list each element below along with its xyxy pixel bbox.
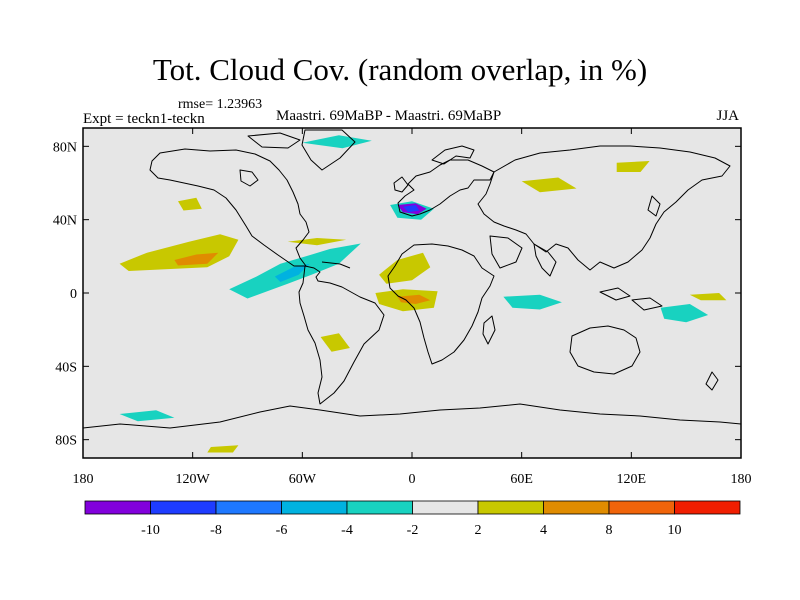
coastline-greenland — [301, 129, 356, 171]
colorbar-swatch — [608, 500, 675, 515]
colorbar-swatch — [346, 500, 413, 515]
anomaly-region-indian-ocean-negative — [503, 294, 562, 310]
colorbar-label: -4 — [341, 523, 353, 538]
coastline-north-america — [149, 148, 310, 267]
y-tick-label: 0 — [70, 287, 77, 302]
colorbar-label: -6 — [276, 523, 288, 538]
experiment-label: Expt = teckn1-teckn — [83, 111, 205, 127]
coastline-europe — [397, 159, 495, 217]
y-tick-label: 80S — [55, 434, 77, 449]
coastline-southeast-asia — [599, 287, 663, 311]
anomaly-regions — [119, 135, 727, 453]
coastline-hudson-bay — [239, 169, 259, 187]
coastline-south-america — [298, 265, 385, 405]
colorbar-label: 4 — [540, 523, 547, 538]
x-tick-label: 120E — [617, 472, 647, 487]
x-tick-label: 60E — [510, 472, 533, 487]
colorbar-label: 10 — [668, 523, 682, 538]
coastline-japan — [647, 195, 661, 217]
coastline-arctic-islands — [247, 132, 301, 149]
anomaly-region-southern-ocean-negative — [119, 410, 175, 422]
plot-title: Tot. Cloud Cov. (random overlap, in %) — [152, 52, 648, 87]
coastline-india — [533, 243, 557, 277]
anomaly-region-north-pacific-positive — [178, 197, 202, 211]
colorbar-swatch — [477, 500, 544, 515]
anomaly-region-central-pacific-core — [174, 252, 219, 266]
anomaly-region-equatorial-africa-core — [397, 294, 431, 304]
season-label: JJA — [716, 108, 739, 124]
colorbar-swatch — [543, 500, 610, 515]
anomaly-region-arctic-negative — [302, 135, 372, 149]
coastline-australia — [569, 325, 641, 375]
coastline-caribbean — [321, 261, 351, 269]
anomaly-region-tropical-atlantic-strong — [274, 263, 310, 282]
colorbar-label: -2 — [407, 523, 419, 538]
coastline-madagascar — [482, 315, 496, 345]
anomaly-region-north-atlantic-positive — [287, 238, 347, 246]
colorbar-label: -8 — [210, 523, 222, 538]
coastline-scandinavia — [431, 145, 475, 165]
y-tick-label: 40S — [55, 360, 77, 375]
rmse-label: rmse= 1.23963 — [178, 97, 263, 112]
coastline-asia — [477, 145, 731, 271]
y-tick-label: 80N — [53, 140, 77, 155]
anomaly-region-mediterranean-core — [402, 205, 420, 213]
anomaly-region-siberia-positive — [616, 161, 650, 172]
colorbar-swatch — [84, 500, 151, 515]
coastline-british-isles — [393, 176, 409, 193]
anomaly-region-east-asia-positive — [521, 177, 577, 193]
x-tick-label: 180 — [731, 472, 752, 487]
x-tick-label: 180 — [73, 472, 94, 487]
coastline-africa — [387, 243, 495, 365]
y-axis: 80N 40N 0 40S 80S — [53, 140, 741, 449]
colorbar-swatch — [215, 500, 282, 515]
coastline-arabia — [489, 235, 523, 269]
coastline-new-zealand — [705, 371, 719, 391]
y-tick-label: 40N — [53, 214, 77, 229]
coastline-antarctica — [83, 403, 741, 429]
colorbar-swatch — [281, 500, 348, 515]
x-tick-label: 0 — [409, 472, 416, 487]
colorbar: -10 -8 -6 -4 -2 2 4 8 10 — [84, 500, 741, 538]
colorbar-swatch — [674, 500, 741, 515]
coastlines — [83, 129, 741, 429]
x-tick-label: 120W — [176, 472, 211, 487]
anomaly-region-west-pacific-negative — [660, 304, 709, 323]
colorbar-swatch — [150, 500, 217, 515]
cases-label: Maastri. 69MaBP - Maastri. 69MaBP — [276, 108, 502, 124]
colorbar-label: -10 — [141, 523, 160, 538]
colorbar-label: 8 — [606, 523, 613, 538]
anomaly-region-north-africa-positive — [379, 252, 431, 284]
anomaly-region-southern-ocean-positive — [207, 445, 239, 453]
anomaly-region-west-pacific-positive — [689, 293, 727, 301]
colorbar-label: 2 — [475, 523, 482, 538]
colorbar-swatch — [412, 500, 479, 515]
x-tick-label: 60W — [289, 472, 317, 487]
anomaly-region-south-atlantic-positive — [320, 333, 350, 352]
x-axis: 180 120W 60W 0 60E 120E 180 — [73, 128, 752, 487]
